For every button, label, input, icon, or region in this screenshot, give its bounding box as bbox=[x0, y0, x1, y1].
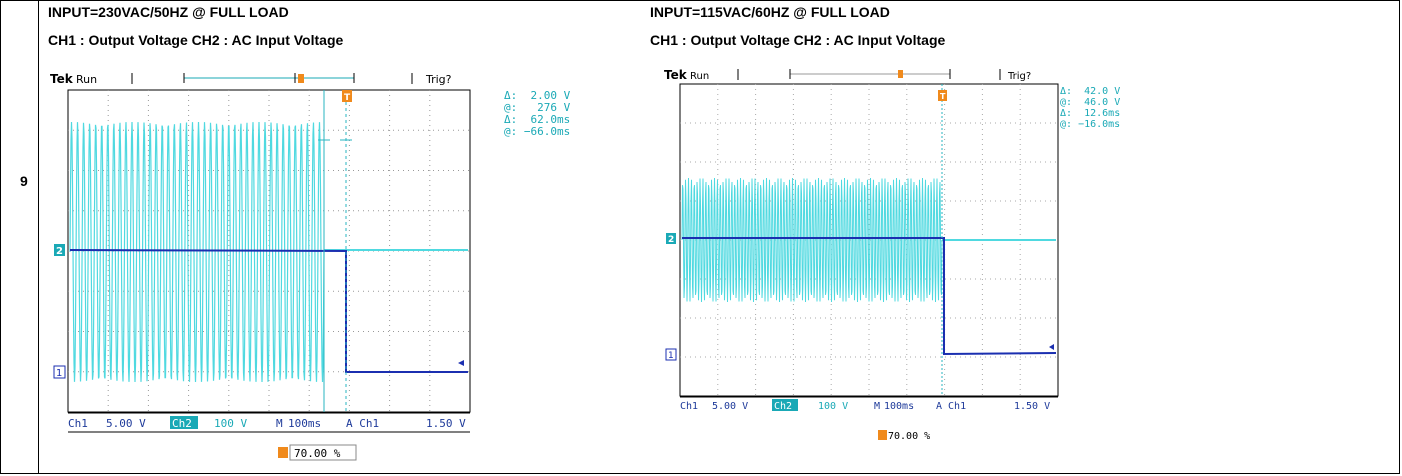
ch1-scale-value: 5.00 V bbox=[712, 401, 748, 412]
trigger-pos-icon bbox=[298, 74, 304, 83]
ch2-marker-icon bbox=[54, 244, 65, 256]
ch2-ac-trace bbox=[681, 177, 1056, 303]
ch2-scale-box bbox=[170, 416, 198, 429]
right-caption-channels: CH1 : Output Voltage CH2 : AC Input Volt… bbox=[650, 32, 946, 48]
run-status: Run bbox=[690, 71, 709, 82]
ch1-marker-label: 1 bbox=[56, 368, 62, 379]
trigger-source: A Ch1 bbox=[346, 417, 379, 430]
ch2-scale-label: Ch2 bbox=[172, 417, 192, 430]
ch2-scale-value: 100 V bbox=[818, 401, 848, 412]
at-time: −16.0ms bbox=[1078, 119, 1121, 130]
ch1-marker-icon bbox=[665, 348, 677, 361]
ch2-marker-label: 2 bbox=[56, 246, 63, 257]
ch2-scale-value: 100 V bbox=[214, 417, 247, 430]
ch1-scale-label: Ch1 bbox=[68, 417, 88, 430]
trigger-level: 1.50 V bbox=[426, 417, 466, 430]
position-value: 70.00 % bbox=[294, 447, 341, 460]
at-time: −66.0ms bbox=[523, 125, 571, 138]
position-marker-icon bbox=[278, 447, 288, 458]
ch2-scale-label: Ch2 bbox=[774, 401, 792, 412]
tek-logo: Tek bbox=[50, 72, 74, 86]
ch2-scale-box bbox=[772, 399, 798, 411]
timebase-value: 100ms bbox=[884, 401, 914, 412]
ch2-ac-trace bbox=[69, 121, 468, 383]
ch2-sine-wave bbox=[681, 177, 943, 303]
timebase-label: M bbox=[874, 401, 880, 412]
trigger-marker-icon bbox=[938, 90, 947, 101]
right-oscilloscope: Tek Run Trig? T 2 1 Ch1 5.00 V Ch2 100 V… bbox=[664, 68, 1059, 442]
position-box bbox=[289, 444, 357, 461]
position-marker-icon bbox=[878, 430, 887, 440]
delta-time: 62.0ms bbox=[530, 113, 571, 126]
ch1-marker-icon bbox=[53, 365, 66, 379]
delta-voltage: 2.00 V bbox=[530, 89, 571, 102]
column-divider bbox=[38, 1, 39, 473]
ch1-marker-label: 1 bbox=[668, 351, 674, 361]
trigger-pos-icon bbox=[898, 70, 903, 78]
right-caption-input: INPUT=115VAC/60HZ @ FULL LOAD bbox=[650, 4, 890, 20]
left-caption-input: INPUT=230VAC/50HZ @ FULL LOAD bbox=[48, 4, 289, 20]
ch2-sine-wave bbox=[69, 121, 325, 383]
tek-logo: Tek bbox=[664, 68, 688, 82]
delta-time: 12.6ms bbox=[1084, 108, 1121, 119]
trigger-source: A Ch1 bbox=[936, 401, 966, 412]
trig-status: Trig? bbox=[1007, 71, 1031, 82]
trigger-level: 1.50 V bbox=[1014, 401, 1050, 412]
trigger-marker-label: T bbox=[940, 92, 946, 101]
trigger-marker-icon bbox=[342, 90, 352, 102]
ch2-marker-icon bbox=[666, 233, 676, 244]
right-readout: Δ: 42.0 V @: 46.0 V Δ: 12.6ms @: −16.0ms bbox=[1060, 86, 1121, 130]
ch1-scale-label: Ch1 bbox=[680, 401, 698, 412]
at-voltage: 276 V bbox=[537, 101, 571, 114]
run-status: Run bbox=[76, 73, 97, 86]
left-readout: Δ: 2.00 V @: 276 V Δ: 62.0ms @: −66.0ms bbox=[504, 89, 571, 138]
column-divider bbox=[1399, 1, 1400, 473]
ch1-level-arrow-icon bbox=[1049, 344, 1054, 350]
ch2-marker-label: 2 bbox=[668, 235, 674, 245]
timebase-value: 100ms bbox=[288, 417, 321, 430]
trig-status: Trig? bbox=[425, 73, 452, 86]
ch1-output-trace bbox=[682, 237, 1057, 356]
position-value: 70.00 % bbox=[888, 431, 930, 442]
trigger-marker-label: T bbox=[344, 93, 351, 103]
row-number: 9 bbox=[20, 173, 28, 189]
ch1-level-arrow-icon bbox=[458, 360, 464, 366]
at-voltage: 46.0 V bbox=[1084, 97, 1121, 108]
ch1-scale-value: 5.00 V bbox=[106, 417, 146, 430]
left-caption-channels: CH1 : Output Voltage CH2 : AC Input Volt… bbox=[48, 32, 344, 48]
ch1-output-trace bbox=[69, 249, 468, 373]
timebase-label: M bbox=[276, 417, 283, 430]
left-oscilloscope: Tek Run Trig? T 2 1 Ch1 5.00 V Ch2 100 V… bbox=[50, 72, 471, 461]
delta-voltage: 42.0 V bbox=[1084, 86, 1121, 97]
